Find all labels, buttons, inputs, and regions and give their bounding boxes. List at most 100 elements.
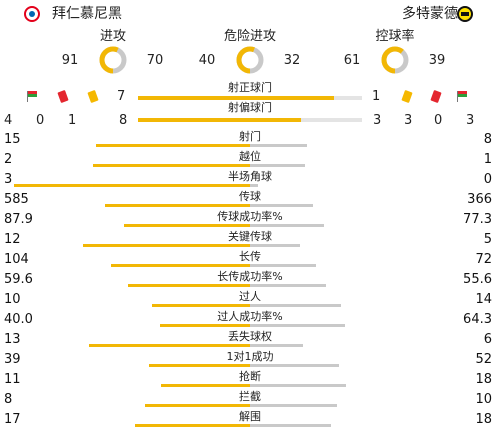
stat-away-bar <box>250 404 337 407</box>
stat-home-value: 17 <box>4 412 21 427</box>
stat-home-value: 40.0 <box>4 312 33 327</box>
stat-home-value: 15 <box>4 132 21 147</box>
stat-away-bar <box>250 324 345 327</box>
yellow-card-icon <box>87 89 99 104</box>
stat-away-value: 10 <box>475 392 492 407</box>
stat-row: 2 越位 1 <box>0 149 500 169</box>
stat-home-bar <box>96 144 250 147</box>
stat-row: 585 传球 366 <box>0 189 500 209</box>
stat-home-bar <box>83 244 250 247</box>
stat-home-bar <box>160 324 250 327</box>
home-team-name: 拜仁慕尼黑 <box>52 6 122 22</box>
stat-home-bar <box>152 304 250 307</box>
stat-home-bar <box>161 384 250 387</box>
stat-home-bar <box>145 404 250 407</box>
shots-on-home: 7 <box>117 89 126 104</box>
stat-away-bar <box>250 164 305 167</box>
stat-away-value: 5 <box>483 232 492 247</box>
stat-away-bar <box>250 364 339 367</box>
stat-away-value: 72 <box>475 252 492 267</box>
stat-label: 关键传球 <box>228 230 272 243</box>
stat-home-value: 104 <box>4 252 29 267</box>
stat-home-bar <box>93 164 250 167</box>
stat-home-bar <box>105 204 250 207</box>
flag-pole <box>27 91 28 102</box>
stat-home-bar <box>128 284 250 287</box>
stat-row: 12 关键传球 5 <box>0 229 500 249</box>
stat-home-bar <box>124 224 250 227</box>
stat-away-bar <box>250 244 300 247</box>
away-red-count: 0 <box>434 113 443 128</box>
stat-home-value: 11 <box>4 372 21 387</box>
stat-label: 丢失球权 <box>228 330 272 343</box>
stat-away-bar <box>250 304 341 307</box>
stat-row: 87.9 传球成功率% 77.3 <box>0 209 500 229</box>
stat-away-value: 14 <box>475 292 492 307</box>
stat-row: 10 过人 14 <box>0 289 500 309</box>
stat-away-bar <box>250 204 313 207</box>
stat-home-value: 10 <box>4 292 21 307</box>
stat-label: 拦截 <box>239 390 261 403</box>
donut-home-arc <box>381 46 409 74</box>
stat-away-value: 0 <box>483 172 492 187</box>
stat-away-bar <box>250 424 331 427</box>
stat-home-bar <box>89 344 250 347</box>
flag-pole <box>457 91 458 102</box>
stat-label: 长传成功率% <box>217 270 283 283</box>
shots-off-bar-home-fill <box>138 118 301 122</box>
stat-away-value: 6 <box>483 332 492 347</box>
stat-row: 104 长传 72 <box>0 249 500 269</box>
home-yellow-count: 1 <box>68 113 77 128</box>
donut-ring <box>99 46 127 74</box>
away-flags-count: 3 <box>466 113 475 128</box>
stat-away-bar <box>250 384 346 387</box>
flag-cloth <box>458 91 467 97</box>
donut-title: 控球率 <box>375 29 415 44</box>
stat-home-value: 585 <box>4 192 29 207</box>
stat-row: 3 半场角球 0 <box>0 169 500 189</box>
stat-row: 39 1对1成功 52 <box>0 349 500 369</box>
stat-label: 越位 <box>239 150 261 163</box>
stat-home-value: 13 <box>4 332 21 347</box>
donut-home-arc <box>99 46 127 74</box>
stat-row: 40.0 过人成功率% 64.3 <box>0 309 500 329</box>
corner-flag-icon <box>27 91 39 103</box>
stat-away-value: 18 <box>475 412 492 427</box>
stat-away-value: 77.3 <box>463 212 492 227</box>
stat-home-bar <box>149 364 250 367</box>
stat-label: 抢断 <box>239 370 261 383</box>
stat-label: 传球成功率% <box>217 210 283 223</box>
donut-home-arc <box>236 46 264 74</box>
stat-home-value: 39 <box>4 352 21 367</box>
stat-away-value: 8 <box>483 132 492 147</box>
donut-home-value: 61 <box>343 53 361 68</box>
stat-row: 17 解围 18 <box>0 409 500 429</box>
stat-home-value: 12 <box>4 232 21 247</box>
stat-away-bar <box>250 344 303 347</box>
donut-away-value: 70 <box>146 53 164 68</box>
red-card-icon <box>430 89 442 104</box>
stat-home-value: 2 <box>4 152 13 167</box>
donut-ring <box>381 46 409 74</box>
stat-home-bar <box>111 264 250 267</box>
dortmund-logo-icon <box>457 6 473 22</box>
stat-label: 过人 <box>239 290 261 303</box>
away-yellow-count: 3 <box>404 113 413 128</box>
home-red-count: 0 <box>36 113 45 128</box>
stat-away-value: 1 <box>483 152 492 167</box>
stat-home-value: 59.6 <box>4 272 33 287</box>
away-team-name: 多特蒙德 <box>402 6 458 22</box>
stat-row: 15 射门 8 <box>0 129 500 149</box>
stat-label: 半场角球 <box>228 170 272 183</box>
yellow-card-icon <box>401 89 413 104</box>
donut-home-value: 40 <box>198 53 216 68</box>
stat-row: 59.6 长传成功率% 55.6 <box>0 269 500 289</box>
donut-home-value: 91 <box>61 53 79 68</box>
stat-away-value: 64.3 <box>463 312 492 327</box>
stat-label: 长传 <box>239 250 261 263</box>
shots-off-home: 8 <box>119 113 128 128</box>
stat-away-value: 366 <box>467 192 492 207</box>
donut-title: 进攻 <box>99 29 126 44</box>
stat-home-value: 3 <box>4 172 13 187</box>
red-card-icon <box>57 89 69 104</box>
